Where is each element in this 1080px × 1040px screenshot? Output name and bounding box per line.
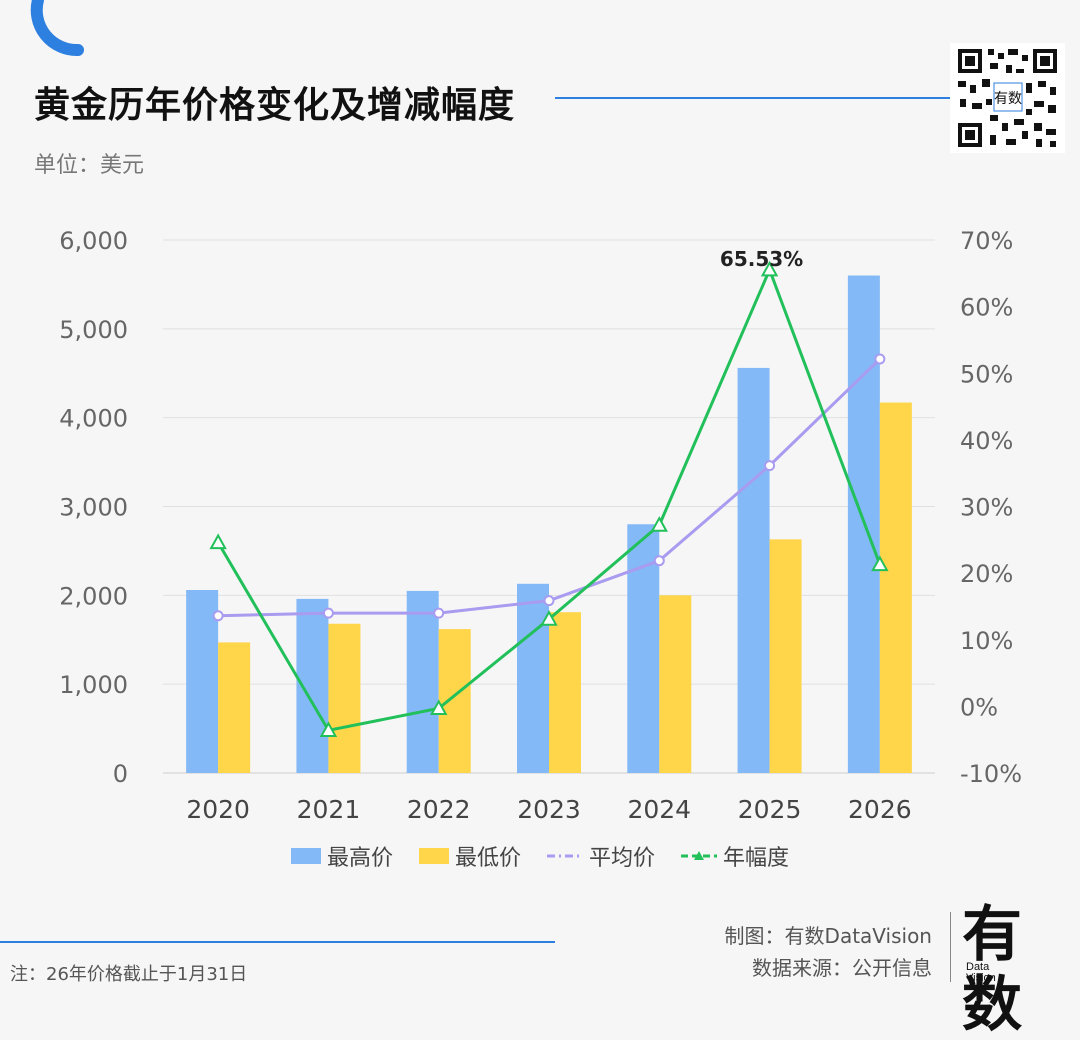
chart-title: 黄金历年价格变化及增减幅度 — [34, 85, 516, 126]
avg-point — [874, 353, 886, 365]
qr-code-icon: 有数 — [950, 43, 1065, 153]
pct-point — [650, 516, 668, 532]
y-left-tick-label: 5,000 — [59, 316, 128, 344]
y-right-tick-label: 20% — [960, 560, 1013, 588]
legend: 最高价 最低价 平均价 年幅度 — [0, 840, 1080, 872]
legend-swatch-high — [290, 848, 321, 864]
y-left-tick-label: 2,000 — [59, 582, 128, 610]
x-tick-label: 2025 — [738, 795, 802, 824]
legend-label-avg: 平均价 — [589, 846, 656, 871]
logo-sub-vision: Vision — [966, 972, 996, 984]
avg-point — [322, 607, 334, 619]
x-tick-label: 2020 — [186, 795, 250, 824]
legend-item-pct: 年幅度 — [681, 840, 789, 872]
legend-item-low: 最低价 — [418, 840, 521, 872]
bar-high — [517, 583, 549, 773]
x-tick-label: 2026 — [848, 795, 912, 824]
x-tick-label: 2022 — [407, 795, 471, 824]
y-right-tick-label: 10% — [960, 627, 1013, 655]
legend-swatch-low — [418, 848, 449, 864]
pct-point — [209, 533, 227, 550]
avg-point — [212, 610, 224, 622]
x-tick-label: 2021 — [297, 795, 361, 824]
credit-maker: 制图：有数DataVision — [724, 924, 932, 948]
x-tick-label: 2023 — [517, 795, 581, 824]
bar-high — [186, 590, 219, 773]
avg-point — [433, 607, 445, 619]
y-right-tick-label: -10% — [960, 760, 1022, 788]
y-right-tick-label: 70% — [960, 227, 1013, 255]
avg-point — [764, 460, 776, 472]
title-rule — [555, 97, 950, 99]
y-right-tick-label: 0% — [960, 693, 998, 721]
y-left-tick-label: 0 — [113, 760, 128, 788]
logo-sub-data: Data — [966, 961, 990, 973]
pct-point — [540, 610, 558, 626]
bar-low — [549, 612, 581, 773]
credit-source: 数据来源：公开信息 — [752, 956, 932, 980]
bar-high — [737, 367, 770, 773]
legend-item-high: 最高价 — [290, 840, 393, 872]
bar-low — [438, 629, 471, 773]
bar-low — [659, 595, 692, 773]
footnote: 注：26年价格截止于1月31日 — [10, 964, 248, 985]
legend-label-high: 最高价 — [326, 846, 393, 871]
bar-low — [769, 539, 802, 773]
y-left-tick-label: 1,000 — [59, 671, 128, 699]
corner-arc-decoration — [30, 0, 84, 56]
y-right-tick-label: 50% — [960, 360, 1013, 388]
avg-point — [653, 555, 665, 567]
unit-label: 单位：美元 — [34, 153, 145, 178]
legend-swatch-avg-line — [547, 854, 583, 858]
bar-high — [406, 590, 439, 773]
credits-divider — [950, 912, 951, 982]
avg-point — [543, 595, 555, 607]
bar-low — [328, 623, 361, 773]
y-right-tick-label: 40% — [960, 427, 1013, 455]
bar-low — [879, 402, 912, 773]
y-right-tick-label: 60% — [960, 294, 1013, 322]
data-label-peak: 65.53% — [720, 247, 803, 271]
pct-point — [430, 699, 448, 715]
y-right-tick-label: 30% — [960, 494, 1013, 522]
pct-point — [319, 721, 338, 737]
pct-point — [871, 555, 889, 572]
legend-label-pct: 年幅度 — [723, 846, 790, 871]
logo-sub-text: Data Vision — [966, 962, 996, 984]
y-left-tick-label: 6,000 — [59, 227, 128, 255]
pct-point — [760, 260, 779, 277]
bar-low — [218, 642, 251, 773]
combo-chart: 0 1,000 2,000 3,000 4,000 5,000 6,000 -10% 0% 10%… — [59, 227, 1022, 824]
footer-rule — [0, 941, 555, 943]
x-tick-label: 2024 — [627, 795, 691, 824]
credits: 制图：有数DataVision 数据来源：公开信息 — [725, 920, 932, 984]
brand-logo: 有数 Data Vision — [962, 900, 1057, 1040]
legend-swatch-pct-line — [681, 851, 718, 860]
y-left-tick-label: 4,000 — [59, 405, 128, 433]
y-left-tick-label: 3,000 — [59, 494, 128, 522]
legend-item-avg: 平均价 — [547, 840, 655, 872]
legend-label-low: 最低价 — [454, 846, 521, 871]
svg-text:有数: 有数 — [994, 91, 1022, 107]
